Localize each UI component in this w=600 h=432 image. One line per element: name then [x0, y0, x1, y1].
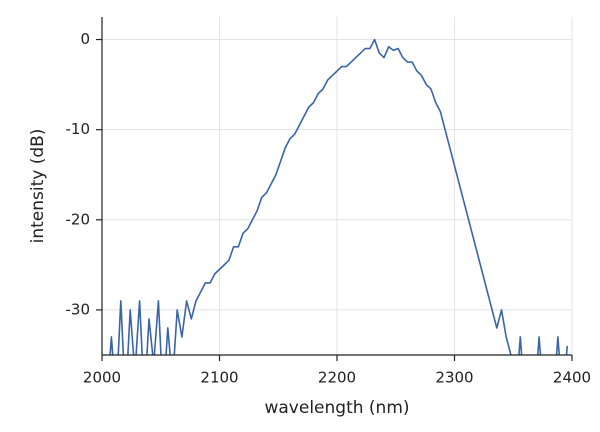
y-tick-label: 0 — [80, 30, 90, 48]
y-axis-label: intensity (dB) — [28, 129, 48, 244]
x-tick-label: 2100 — [200, 369, 238, 387]
x-axis-label: wavelength (nm) — [264, 398, 409, 418]
y-tick-label: -20 — [66, 210, 91, 228]
x-tick-label: 2300 — [435, 369, 473, 387]
x-tick-label: 2200 — [318, 369, 356, 387]
data-line — [109, 38, 569, 355]
x-tick-label: 2400 — [553, 369, 591, 387]
y-tick-label: -10 — [66, 120, 91, 138]
x-tick-label: 2000 — [83, 369, 121, 387]
y-tick-label: -30 — [66, 300, 91, 318]
